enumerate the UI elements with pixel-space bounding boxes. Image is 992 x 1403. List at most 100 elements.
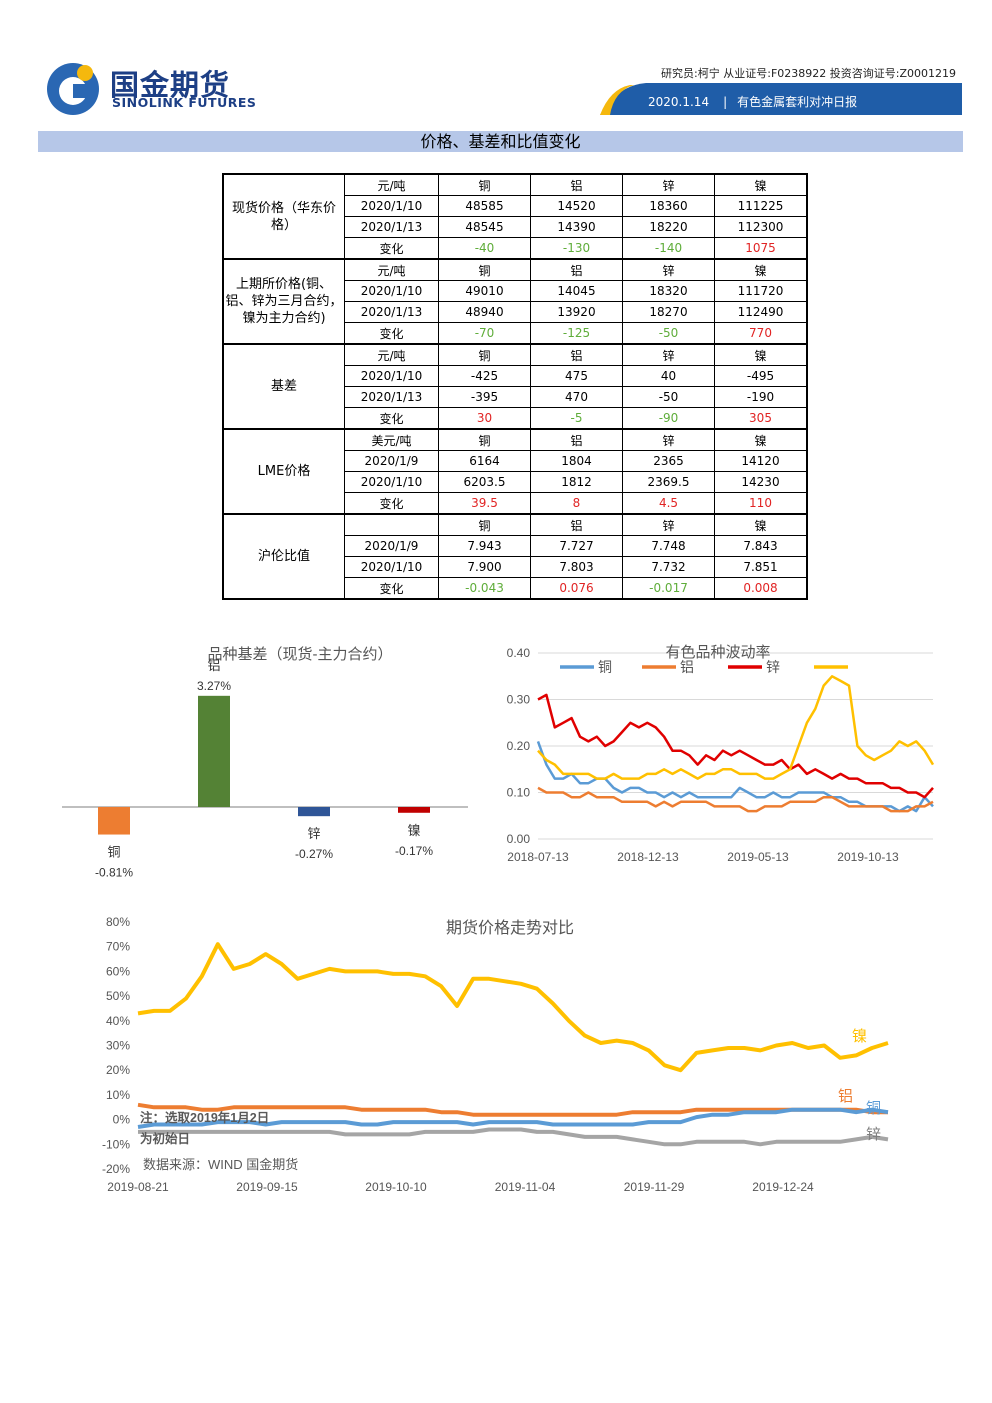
- table-row: 2020/1/10 6203.5 1812 2369.5 14230: [223, 471, 808, 493]
- table-cell: 14390: [530, 216, 623, 238]
- chart-data-label: -0.81%: [95, 866, 133, 880]
- table-row: 2020/1/9 6164 1804 2365 14120: [223, 450, 808, 472]
- table-cell: 铝: [530, 343, 623, 366]
- table-cell: 14520: [530, 195, 623, 217]
- chart-y-tick: -20%: [102, 1162, 130, 1176]
- table-cell: 0.076: [530, 577, 623, 600]
- table-cell: 112300: [714, 216, 808, 238]
- table-cell: -125: [530, 322, 623, 345]
- table-cell: 铝: [530, 428, 623, 451]
- table-cell: 7.900: [438, 556, 531, 578]
- chart-y-tick: 10%: [106, 1088, 130, 1102]
- table-cell: -0.017: [622, 577, 715, 600]
- table-cell: 48585: [438, 195, 531, 217]
- chart-y-tick: -10%: [102, 1137, 130, 1151]
- chart-y-tick: 70%: [106, 940, 130, 954]
- chart-bar-铝: [198, 695, 230, 807]
- table-cell: -495: [714, 365, 808, 387]
- chart-category-label: 镍: [407, 823, 420, 838]
- table-cell: 2020/1/13: [344, 386, 439, 408]
- report-date: 2020.1.14: [648, 95, 710, 109]
- researcher-info: 研究员:柯宁 从业证号:F0238922 投资咨询证号:Z0001219: [661, 67, 956, 80]
- table-cell: 2020/1/10: [344, 471, 439, 493]
- table-row: 变化 -40 -130 -140 1075: [223, 237, 808, 260]
- table-cell: 镍: [714, 258, 808, 281]
- price-trend-chart: -20% -10% 0% 10% 20% 30% 40% 50% 60% 70% 80% 2019-0…: [102, 915, 889, 1194]
- table-cell: 111225: [714, 195, 808, 217]
- chart-x-tick: 2019-12-24: [752, 1180, 814, 1194]
- table-cell: 铜: [438, 513, 531, 536]
- table-cell: 变化: [344, 407, 439, 430]
- table-cell: -90: [622, 407, 715, 430]
- chart-bar-镍: [398, 807, 430, 813]
- chart-y-tick: 0.20: [507, 739, 531, 753]
- table-cell: 110: [714, 492, 808, 515]
- chart-category-label: 锌: [307, 826, 320, 841]
- table-cell: -140: [622, 237, 715, 260]
- basis-bar-chart: 品种基差（现货-主力合约） 铜 -0.81% 铝 3.27% 锌 -0.27% 镍 -0.17%: [62, 646, 468, 880]
- table-cell: 铝: [530, 173, 623, 196]
- table-group-label: 沪伦比值: [222, 513, 345, 600]
- table-row: 2020/1/10 -425 475 40 -495: [223, 365, 808, 387]
- chart-y-tick: 60%: [106, 964, 130, 978]
- table-cell: 18270: [622, 301, 715, 323]
- table-row: 上期所价格(铜、铝、锌为三月合约，镍为主力合约) 元/吨铜铝锌镍: [222, 258, 808, 345]
- table-cell: -50: [622, 386, 715, 408]
- volatility-line-chart: 0.00 0.10 0.20 0.30 0.40 2018-07-13 2018-12-13…: [507, 644, 935, 864]
- table-cell: 铜: [438, 258, 531, 281]
- header-separator: |: [723, 95, 728, 109]
- chart-note: 为初始日: [140, 1131, 190, 1146]
- table-cell: 6164: [438, 450, 531, 472]
- table-cell: 2020/1/10: [344, 280, 439, 302]
- chart-data-label: 3.27%: [197, 679, 231, 693]
- chart-y-tick: 0.40: [507, 646, 531, 660]
- chart-series-label: 铝: [838, 1088, 853, 1105]
- table-cell: 锌: [622, 513, 715, 536]
- logo-en-text: SINOLINK FUTURES: [112, 95, 257, 110]
- chart-y-tick: 30%: [106, 1039, 130, 1053]
- chart-data-label: -0.17%: [395, 844, 433, 858]
- legend-label: 锌: [766, 659, 780, 675]
- chart-series-line-series-3: [537, 675, 935, 780]
- table-cell: 2020/1/10: [344, 556, 439, 578]
- table-row: 沪伦比值 铜铝锌镍: [222, 513, 808, 600]
- table-cell: 2020/1/10: [344, 195, 439, 217]
- table-cell: 7.748: [622, 535, 715, 557]
- table-cell: 2020/1/13: [344, 301, 439, 323]
- table-row: 变化 -70 -125 -50 770: [223, 322, 808, 345]
- table-cell: 1804: [530, 450, 623, 472]
- chart-series-line-铝: [537, 786, 934, 813]
- table-cell: -40: [438, 237, 531, 260]
- table-cell: 铝: [530, 258, 623, 281]
- chart-x-tick: 2019-10-10: [365, 1180, 427, 1194]
- table-row: 变化 39.5 8 4.5 110: [223, 492, 808, 515]
- table-cell: 18320: [622, 280, 715, 302]
- table-cell: 48545: [438, 216, 531, 238]
- table-cell: 变化: [344, 577, 439, 600]
- table-cell: 2020/1/9: [344, 450, 439, 472]
- table-cell: 元/吨: [344, 343, 439, 366]
- chart-series-label: 锌: [866, 1126, 881, 1143]
- table-cell: 铜: [438, 173, 531, 196]
- table-cell: 变化: [344, 492, 439, 515]
- chart-y-tick: 0.30: [507, 693, 531, 707]
- header-band: [600, 83, 962, 115]
- chart-x-tick: 2019-11-04: [495, 1180, 556, 1194]
- table-cell: 7.803: [530, 556, 623, 578]
- table-cell: 锌: [622, 343, 715, 366]
- chart-title: 有色品种波动率: [665, 644, 770, 661]
- chart-series-line-锌: [138, 1127, 889, 1147]
- chart-y-tick: 0.00: [507, 832, 531, 846]
- table-cell: -130: [530, 237, 623, 260]
- chart-x-tick: 2018-07-13: [507, 850, 569, 864]
- table-cell: 305: [714, 407, 808, 430]
- table-row: 现货价格（华东价格） 元/吨铜铝锌镍: [222, 173, 808, 260]
- table-cell: 49010: [438, 280, 531, 302]
- table-cell: 镍: [714, 343, 808, 366]
- table-cell: 镍: [714, 173, 808, 196]
- table-cell: 铜: [438, 428, 531, 451]
- table-cell: 111720: [714, 280, 808, 302]
- chart-title: 期货价格走势对比: [446, 919, 574, 937]
- table-cell: 元/吨: [344, 173, 439, 196]
- chart-series-line-铜: [137, 1107, 889, 1129]
